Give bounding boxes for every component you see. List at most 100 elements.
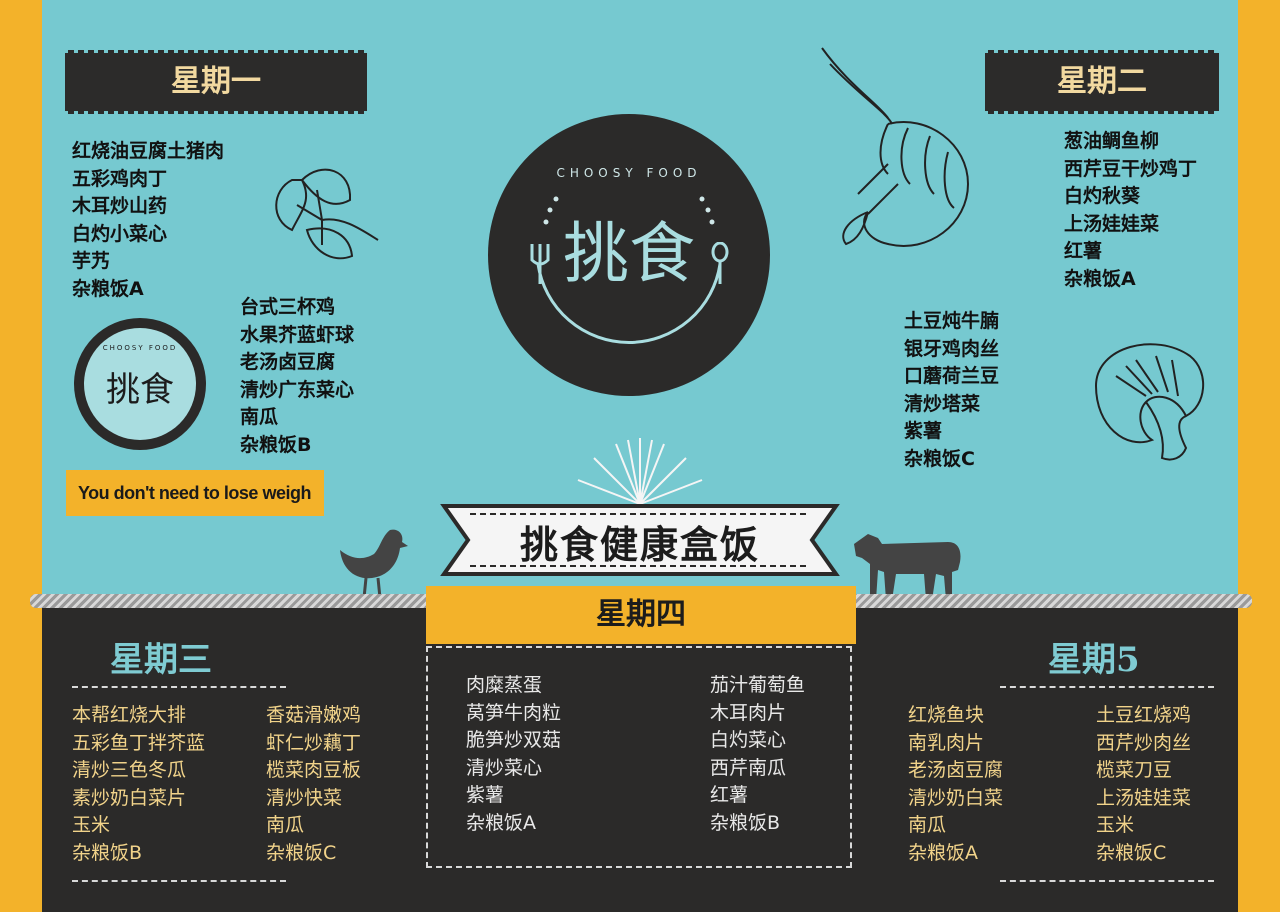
menu-item: 白灼菜心: [710, 729, 787, 751]
menu-item: 杂粮饭A: [72, 277, 144, 300]
wednesday-bottom-divider: [72, 880, 286, 882]
menu-item: 莴笋牛肉粒: [466, 701, 562, 724]
menu-item: 南瓜: [266, 814, 305, 836]
menu-item: 清炒菜心: [466, 756, 543, 779]
menu-item: 杂粮饭A: [466, 811, 536, 834]
spoon-icon: [711, 242, 729, 284]
menu-item: 清炒广东菜心: [240, 378, 355, 401]
menu-item: 南瓜: [240, 406, 279, 428]
menu-item: 玉米: [72, 814, 111, 836]
menu-item: 葱油鲷鱼柳: [1064, 130, 1160, 152]
thursday-heading-text: 星期四: [596, 597, 686, 632]
menu-item: 老汤卤豆腐: [908, 759, 1004, 781]
menu-item: 香菇滑嫩鸡: [266, 704, 362, 726]
shrimp-icon: [821, 47, 970, 247]
menu-item: 银牙鸡肉丝: [904, 337, 1000, 360]
brand-tagline: CHOOSY FOOD: [556, 166, 702, 180]
menu-item: 土豆炖牛腩: [904, 310, 1000, 332]
small-logo-inner: [84, 328, 196, 440]
mushroom-icon: [1094, 343, 1204, 461]
menu-item: 榄菜肉豆板: [266, 759, 362, 781]
menu-item: 玉米: [1096, 814, 1135, 836]
menu-item: 西芹豆干炒鸡丁: [1064, 157, 1198, 180]
menu-item: 紫薯: [466, 784, 505, 806]
hen-icon: [340, 529, 408, 599]
menu-item: 五彩鱼丁拌芥蓝: [72, 731, 206, 754]
menu-item: 红薯: [1064, 240, 1103, 262]
wednesday-top-divider: [72, 686, 286, 688]
menu-item: 杂粮饭A: [908, 841, 978, 864]
small-logo: 挑食 CHOOSY FOOD: [74, 318, 206, 450]
menu-item: 白灼秋葵: [1064, 185, 1141, 207]
wednesday-heading: 星期三: [110, 640, 212, 680]
thursday-menu-a: 肉糜蒸蛋 莴笋牛肉粒 脆笋炒双菇 清炒菜心 紫薯 杂粮饭A: [466, 672, 561, 837]
menu-item: 杂粮饭A: [1064, 267, 1136, 290]
menu-item: 茄汁葡萄鱼: [710, 674, 806, 696]
menu-item: 土豆红烧鸡: [1096, 704, 1192, 726]
menu-item: 紫薯: [904, 420, 943, 442]
bottom-panel: [42, 600, 1238, 912]
menu-item: 木耳肉片: [710, 701, 787, 724]
menu-item: 脆笋炒双菇: [466, 729, 562, 751]
friday-bottom-divider: [1000, 880, 1214, 882]
menu-item: 口蘑荷兰豆: [904, 365, 1000, 387]
menu-item: 红烧鱼块: [908, 704, 985, 726]
logo-arc: [536, 196, 722, 344]
wednesday-menu-c: 香菇滑嫩鸡 虾仁炒藕丁 榄菜肉豆板 清炒快菜 南瓜 杂粮饭C: [266, 702, 361, 867]
friday-menu-c: 土豆红烧鸡 西芹炒肉丝 榄菜刀豆 上汤娃娃菜 玉米 杂粮饭C: [1096, 702, 1191, 867]
menu-item: 杂粮饭B: [240, 433, 312, 456]
menu-item: 西芹炒肉丝: [1096, 731, 1192, 754]
friday-top-divider: [1000, 686, 1214, 688]
menu-item: 素炒奶白菜片: [72, 786, 187, 809]
menu-item: 木耳炒山药: [72, 195, 168, 217]
left-border: [0, 0, 42, 912]
menu-item: 水果芥蓝虾球: [240, 323, 355, 346]
thursday-heading: 星期四: [426, 586, 856, 644]
menu-item: 芋艿: [72, 250, 111, 272]
monday-menu-a: 红烧油豆腐土猪肉 五彩鸡肉丁 木耳炒山药 白灼小菜心 芋艿 杂粮饭A: [72, 138, 224, 303]
menu-item: 清炒三色冬瓜: [72, 759, 187, 781]
friday-menu-a: 红烧鱼块 南乳肉片 老汤卤豆腐 清炒奶白菜 南瓜 杂粮饭A: [908, 702, 1003, 867]
sunburst-icon: [577, 438, 703, 505]
menu-item: 杂粮饭C: [904, 447, 975, 470]
menu-item: 上汤娃娃菜: [1064, 212, 1160, 235]
fork-icon: [530, 244, 550, 284]
slogan-text: You don't need to lose weigh: [78, 483, 311, 503]
slogan-tag: You don't need to lose weigh: [66, 470, 324, 516]
menu-item: 虾仁炒藕丁: [266, 731, 362, 754]
thursday-frame: [426, 646, 852, 868]
menu-item: 杂粮饭C: [266, 841, 337, 864]
menu-item: 榄菜刀豆: [1096, 759, 1173, 781]
menu-item: 清炒奶白菜: [908, 786, 1004, 809]
menu-item: 杂粮饭B: [710, 811, 781, 834]
tuesday-heading-text: 星期二: [1057, 64, 1147, 99]
menu-item: 杂粮饭B: [72, 841, 143, 864]
small-logo-tagline: CHOOSY FOOD: [102, 344, 178, 352]
tuesday-menu-a: 葱油鲷鱼柳 西芹豆干炒鸡丁 白灼秋葵 上汤娃娃菜 红薯 杂粮饭A: [1064, 128, 1197, 293]
menu-item: 西芹南瓜: [710, 756, 787, 779]
wednesday-menu-b: 本帮红烧大排 五彩鱼丁拌芥蓝 清炒三色冬瓜 素炒奶白菜片 玉米 杂粮饭B: [72, 702, 205, 867]
menu-item: 清炒快菜: [266, 786, 343, 809]
menu-item: 本帮红烧大排: [72, 704, 187, 726]
menu-item: 南乳肉片: [908, 731, 985, 754]
monday-heading-text: 星期一: [171, 64, 261, 99]
monday-heading: 星期一: [68, 50, 364, 114]
thursday-menu-b: 茄汁葡萄鱼 木耳肉片 白灼菜心 西芹南瓜 红薯 杂粮饭B: [710, 672, 805, 837]
tuesday-menu-c: 土豆炖牛腩 银牙鸡肉丝 口蘑荷兰豆 清炒塔菜 紫薯 杂粮饭C: [904, 308, 999, 473]
menu-item: 清炒塔菜: [904, 392, 981, 415]
menu-item: 杂粮饭C: [1096, 841, 1167, 864]
menu-item: 红薯: [710, 784, 749, 806]
menu-item: 老汤卤豆腐: [240, 351, 336, 373]
title-ribbon: [440, 504, 840, 576]
brand-logo: CHOOSY FOOD 挑食: [488, 114, 770, 396]
small-logo-brand: 挑食: [106, 370, 174, 410]
parsley-icon: [275, 168, 379, 260]
monday-menu-b: 台式三杯鸡 水果芥蓝虾球 老汤卤豆腐 清炒广东菜心 南瓜 杂粮饭B: [240, 294, 354, 459]
tuesday-heading: 星期二: [988, 50, 1216, 114]
menu-item: 上汤娃娃菜: [1096, 786, 1192, 809]
menu-item: 红烧油豆腐土猪肉: [72, 140, 225, 162]
cow-icon: [854, 534, 961, 600]
brand-name: 挑食: [563, 215, 695, 292]
menu-item: 肉糜蒸蛋: [466, 674, 543, 696]
